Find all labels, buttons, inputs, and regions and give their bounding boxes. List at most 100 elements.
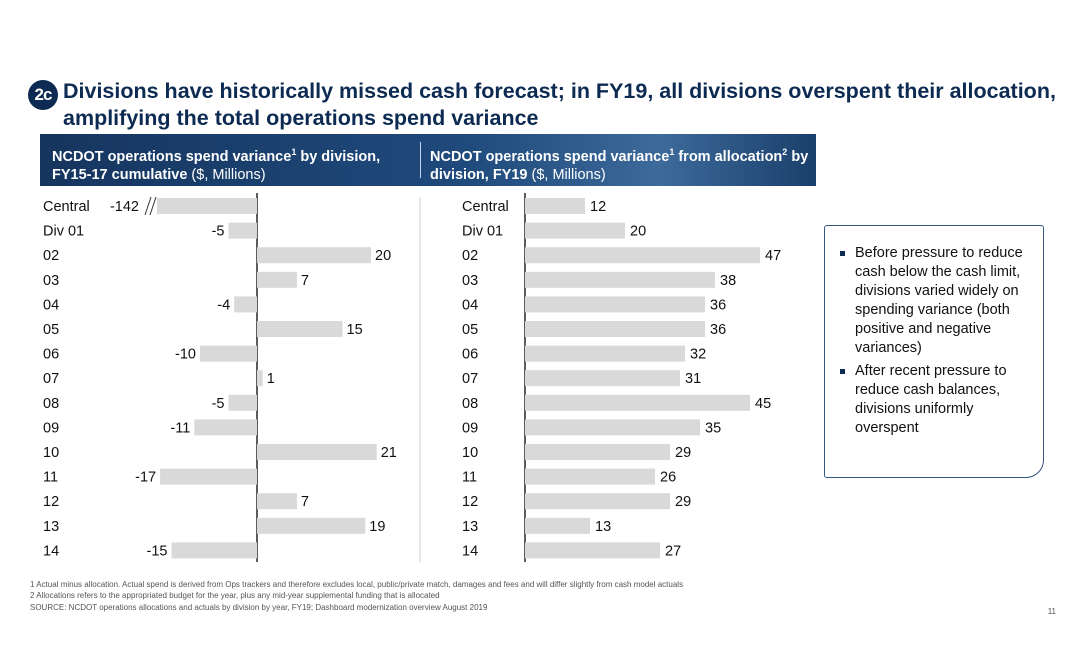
right-value-label: 38 — [720, 273, 736, 289]
right-value-label: 13 — [595, 519, 611, 535]
right-bar — [525, 419, 700, 436]
title-block: 2c Divisions have historically missed ca… — [28, 78, 1058, 132]
notes-callout: Before pressure to reduce cash below the… — [824, 225, 1044, 478]
right-value-label: 32 — [690, 347, 706, 363]
left-bar — [257, 493, 297, 510]
left-category-label: 11 — [43, 470, 58, 486]
right-category-label: 14 — [462, 543, 478, 559]
left-bar — [257, 321, 343, 337]
left-value-label: -10 — [175, 347, 196, 363]
right-category-label: 04 — [462, 297, 478, 313]
left-value-label: 21 — [381, 445, 397, 461]
left-category-label: 13 — [43, 519, 59, 535]
right-category-label: 02 — [462, 248, 478, 264]
left-value-label: 15 — [347, 322, 363, 338]
right-category-label: 12 — [462, 494, 478, 510]
right-value-label: 12 — [590, 199, 606, 215]
left-bar — [194, 419, 257, 436]
left-category-label: 14 — [43, 543, 59, 559]
right-value-label: 35 — [705, 420, 721, 436]
right-value-label: 20 — [630, 224, 646, 240]
left-value-label: 7 — [301, 273, 309, 289]
left-value-label: -5 — [212, 224, 225, 240]
right-category-label: 10 — [462, 445, 478, 461]
left-bar — [234, 296, 257, 313]
left-bar — [257, 271, 297, 288]
right-category-label: Central — [462, 199, 509, 215]
axis-break-mark — [144, 196, 152, 216]
right-value-label: 29 — [675, 445, 691, 461]
left-category-label: 02 — [43, 248, 59, 264]
left-bar — [257, 517, 366, 534]
left-value-label: -4 — [217, 297, 230, 313]
left-value-label: 7 — [301, 494, 309, 510]
right-category-label: 03 — [462, 273, 478, 289]
left-category-label: 12 — [43, 494, 59, 510]
left-category-label: 09 — [43, 420, 59, 436]
right-bar — [525, 370, 680, 387]
left-category-label: 08 — [43, 396, 59, 412]
left-bar — [228, 222, 257, 239]
left-bar — [171, 542, 257, 559]
right-bar — [525, 321, 705, 337]
right-bar — [525, 296, 705, 313]
page-number: 11 — [1047, 607, 1056, 616]
right-bar — [525, 247, 760, 264]
right-value-label: 47 — [765, 248, 781, 264]
right-category-label: Div 01 — [462, 224, 503, 240]
right-bar-chart: Central 12 Div 01 20 02 47 03 38 04 36 05 36 06 32 07 3… — [462, 193, 781, 562]
right-value-label: 29 — [675, 494, 691, 510]
right-bar — [525, 542, 660, 559]
left-category-label: Central — [43, 199, 90, 215]
footnote-1: 1 Actual minus allocation. Actual spend … — [30, 580, 684, 589]
axis-break-mark — [149, 196, 157, 216]
left-category-label: 10 — [43, 445, 59, 461]
page-title: Divisions have historically missed cash … — [63, 79, 1056, 130]
note-item: After recent pressure to reduce cash bal… — [837, 362, 1029, 438]
left-category-label: 05 — [43, 322, 59, 338]
left-category-label: 06 — [43, 347, 59, 363]
left-bar — [257, 370, 263, 387]
left-value-label: -11 — [170, 420, 190, 436]
left-chart-header: NCDOT operations spend variance1 by divi… — [52, 147, 381, 183]
right-bar — [525, 222, 625, 239]
left-bar — [200, 345, 257, 362]
right-value-label: 45 — [755, 396, 771, 412]
source-note: SOURCE: NCDOT operations allocations and… — [30, 603, 488, 612]
left-bar — [257, 444, 377, 460]
right-category-label: 08 — [462, 396, 478, 412]
right-value-label: 26 — [660, 470, 676, 486]
footnotes: 1 Actual minus allocation. Actual spend … — [30, 580, 1060, 614]
left-value-label: -5 — [212, 396, 225, 412]
footnote-2: 2 Allocations refers to the appropriated… — [30, 590, 440, 600]
left-bar — [257, 247, 371, 264]
left-category-label: 03 — [43, 273, 59, 289]
right-bar — [525, 444, 670, 460]
right-category-label: 05 — [462, 322, 478, 338]
right-value-label: 31 — [685, 371, 701, 387]
left-category-label: 07 — [43, 371, 59, 387]
note-item: Before pressure to reduce cash below the… — [837, 244, 1029, 358]
right-bar — [525, 493, 670, 510]
right-value-label: 36 — [710, 322, 726, 338]
right-bar — [525, 517, 590, 534]
left-bar — [228, 394, 257, 411]
right-bar — [525, 468, 655, 485]
right-bar — [525, 271, 715, 288]
right-bar — [525, 198, 585, 214]
left-value-label: -15 — [147, 543, 168, 559]
left-bar-chart: Central -142 Div 01 -5 02 20 03 7 04 -4 05 15 06 -10 0… — [43, 193, 397, 562]
right-category-label: 13 — [462, 519, 478, 535]
left-bar — [160, 468, 257, 485]
right-bar — [525, 394, 750, 411]
header-divider — [420, 142, 421, 178]
left-category-label: Div 01 — [43, 224, 84, 240]
right-category-label: 06 — [462, 347, 478, 363]
right-value-label: 36 — [710, 297, 726, 313]
right-category-label: 07 — [462, 371, 478, 387]
right-value-label: 27 — [665, 543, 681, 559]
right-bar — [525, 345, 685, 362]
left-value-label: 1 — [267, 371, 275, 387]
chart-header-band: NCDOT operations spend variance1 by divi… — [40, 134, 816, 186]
